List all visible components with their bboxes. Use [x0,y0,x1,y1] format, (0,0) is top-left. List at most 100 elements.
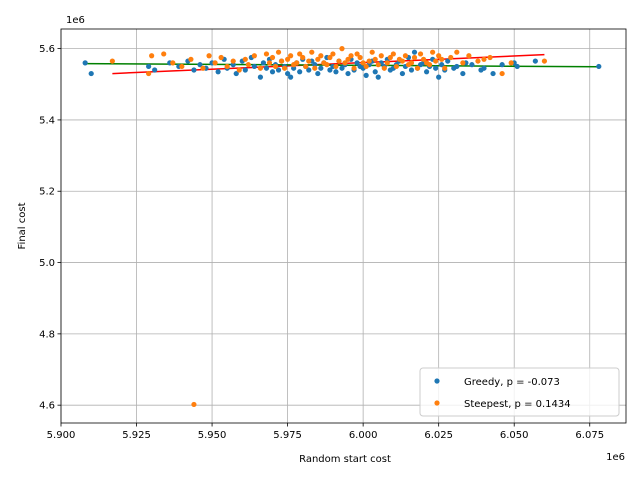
scatter-point-series-1 [170,60,176,66]
scatter-point-series-1 [327,54,333,61]
scatter-point-series-1 [333,63,339,70]
scatter-point-series-1 [188,56,194,62]
scatter-point-series-1 [330,51,336,57]
scatter-point-series-0 [333,69,339,75]
scatter-point-series-1 [306,58,312,64]
scatter-point-series-1 [499,70,505,77]
scatter-point-series-1 [381,65,387,71]
scatter-point-series-0 [285,70,291,77]
scatter-point-series-1 [342,60,348,66]
scatter-point-series-1 [297,51,303,57]
y-axis-label: Final cost [17,202,28,249]
x-tick-label: 6.025 [424,430,453,441]
scatter-point-series-0 [275,67,282,73]
scatter-point-series-0 [454,63,460,70]
scatter-point-series-0 [460,70,466,77]
scatter-point-series-1 [427,62,433,68]
scatter-point-series-1 [454,49,460,55]
scatter-point-series-0 [499,62,505,68]
scatter-point-series-1 [149,53,155,59]
scatter-point-series-0 [408,67,415,73]
scatter-point-series-1 [393,63,399,70]
scatter-point-series-0 [152,67,158,73]
scatter-point-series-1 [303,63,309,70]
scatter-point-series-1 [417,51,424,57]
y-offset-label: 1e6 [66,15,85,26]
y-tick-label: 5.6 [39,44,55,55]
scatter-point-series-0 [514,63,520,70]
legend-label-steepest: Steepest, p = 0.1434 [464,399,571,410]
x-tick-label: 5.950 [198,430,227,441]
scatter-point-series-0 [327,67,333,73]
scatter-point-series-1 [351,65,357,71]
scatter-point-series-1 [263,51,270,57]
scatter-point-series-1 [363,63,369,70]
scatter-point-series-0 [433,65,439,71]
legend-box [419,367,620,417]
scatter-point-series-1 [541,58,548,64]
scatter-point-series-0 [596,63,602,70]
scatter-point-series-1 [212,60,218,66]
scatter-point-series-1 [481,56,487,62]
scatter-point-series-0 [191,67,197,73]
scatter-point-series-1 [378,53,384,59]
scatter-point-series-1 [309,49,315,55]
scatter-point-series-0 [251,63,257,70]
scatter-point-series-1 [288,53,294,59]
scatter-point-series-1 [508,60,514,66]
scatter-point-series-0 [146,63,152,70]
scatter-point-series-1 [324,62,330,68]
y-tick-label: 5.0 [39,258,55,269]
scatter-point-series-0 [269,69,276,75]
scatter-point-series-0 [372,69,378,75]
scatter-point-series-1 [411,54,418,61]
scatter-point-series-0 [315,70,321,77]
scatter-point-series-1 [460,60,466,66]
scatter-point-series-1 [318,53,324,59]
scatter-point-series-0 [257,74,264,80]
legend-label-greedy: Greedy, p = -0.073 [464,377,560,388]
legend: Greedy, p = -0.073 Steepest, p = 0.1434 [419,367,620,417]
scatter-point-series-1 [436,53,442,59]
scatter-point-series-1 [251,53,257,59]
scatter-point-series-1 [109,58,115,64]
scatter-point-series-1 [475,58,481,64]
scatter-point-series-1 [408,60,415,66]
scatter-point-series-0 [306,67,312,73]
scatter-point-series-1 [242,56,248,62]
scatter-point-series-1 [300,54,306,61]
scatter-point-series-1 [272,63,279,70]
scatter-point-series-1 [399,58,406,64]
scatter-point-series-1 [245,62,251,68]
scatter-point-series-1 [275,49,282,55]
legend-marker-steepest [434,400,440,406]
scatter-point-series-0 [215,69,221,75]
scatter-point-series-1 [387,54,393,61]
x-tick-label: 5.925 [122,430,151,441]
x-tick-label: 6.075 [575,430,604,441]
scatter-point-series-1 [339,46,345,52]
scatter-point-series-0 [312,62,318,68]
scatter-point-series-0 [197,62,203,68]
scatter-point-series-0 [291,65,297,71]
scatter-point-series-0 [288,74,294,80]
scatter-point-series-1 [369,49,375,55]
x-tick-label: 6.000 [349,430,378,441]
scatter-point-series-1 [266,60,273,66]
scatter-point-series-1 [236,67,242,73]
scatter-point-series-1 [357,54,363,61]
x-tick-label: 5.975 [273,430,302,441]
scatter-point-series-1 [420,56,427,62]
scatter-point-series-1 [366,58,372,64]
y-tick-label: 5.4 [39,115,55,126]
scatter-point-series-0 [242,67,248,73]
scatter-point-series-0 [318,65,324,71]
data-points [82,46,602,408]
scatter-point-series-1 [269,54,276,61]
scatter-point-series-0 [375,74,381,80]
scatter-point-series-1 [402,53,409,59]
scatter-point-series-1 [179,63,185,70]
scatter-point-series-1 [230,58,236,64]
scatter-point-series-0 [82,60,88,66]
